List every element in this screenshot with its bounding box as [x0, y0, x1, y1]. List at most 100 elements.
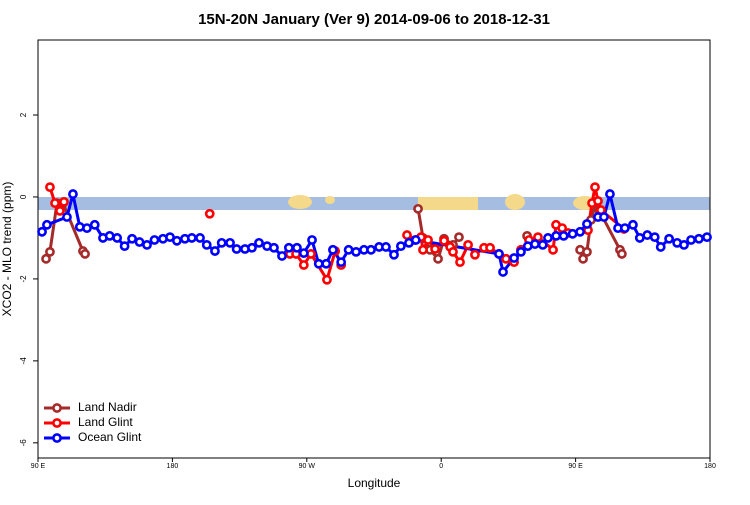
chart-title: 15N-20N January (Ver 9) 2014-09-06 to 20…	[198, 11, 550, 28]
point	[530, 239, 540, 249]
point	[210, 246, 220, 256]
point	[351, 246, 361, 257]
point	[165, 232, 175, 243]
point	[50, 198, 60, 209]
point	[89, 219, 100, 230]
legend-label: Land Nadir	[78, 400, 137, 414]
point	[322, 274, 332, 285]
point	[605, 189, 615, 199]
point	[292, 242, 302, 253]
point	[410, 235, 421, 245]
point	[582, 219, 592, 229]
y-tick-label: -6	[19, 439, 28, 447]
point	[37, 226, 47, 237]
point	[42, 219, 52, 230]
point	[694, 233, 704, 244]
land-shape	[325, 196, 335, 204]
point	[186, 233, 197, 243]
point	[149, 235, 160, 245]
point	[575, 226, 585, 237]
x-tick-label: 90 E	[568, 463, 583, 470]
point	[381, 242, 391, 252]
x-tick-label: 180	[704, 463, 716, 470]
point	[68, 189, 78, 199]
point	[41, 253, 51, 264]
point	[686, 235, 696, 245]
point	[642, 230, 653, 240]
point	[551, 230, 562, 241]
point	[366, 244, 376, 255]
point	[298, 260, 309, 270]
point	[59, 196, 69, 207]
point	[80, 249, 90, 259]
point	[423, 235, 433, 245]
point	[463, 240, 473, 250]
point	[204, 208, 215, 219]
ocean-strip	[38, 197, 710, 210]
point	[134, 237, 145, 247]
x-tick-label: 90 E	[31, 463, 46, 470]
legend-label: Ocean Glint	[78, 430, 142, 444]
point	[543, 233, 553, 243]
point	[599, 212, 609, 222]
point	[328, 244, 338, 255]
point	[395, 241, 406, 252]
point	[62, 212, 72, 222]
y-tick-label: 2	[19, 112, 28, 117]
y-tick-label: -4	[19, 357, 28, 365]
point	[655, 242, 666, 252]
point	[501, 253, 511, 264]
point	[498, 267, 508, 277]
x-tick-label: 90 W	[299, 463, 316, 470]
point	[616, 249, 627, 259]
point	[277, 251, 287, 261]
plot-frame	[37, 39, 711, 459]
point	[195, 233, 205, 243]
point	[578, 253, 588, 264]
point	[470, 249, 480, 260]
point	[634, 233, 645, 243]
land-shape	[288, 195, 312, 209]
point	[582, 246, 592, 257]
point	[55, 205, 65, 216]
point	[590, 182, 600, 193]
point	[649, 232, 660, 243]
point	[216, 237, 227, 248]
point	[485, 242, 495, 253]
point	[548, 244, 558, 255]
point	[537, 240, 548, 250]
point	[45, 246, 55, 257]
point	[298, 248, 309, 258]
point	[343, 244, 354, 255]
point	[142, 240, 152, 250]
point	[619, 223, 630, 233]
point	[307, 235, 317, 245]
point	[455, 257, 465, 268]
point	[448, 246, 458, 257]
legend-swatch-point	[52, 403, 62, 413]
legend-swatch-point	[52, 418, 62, 428]
land-shape	[505, 194, 525, 210]
point	[336, 257, 347, 268]
point	[112, 233, 123, 243]
point	[389, 249, 399, 260]
point	[104, 230, 115, 241]
point	[82, 223, 92, 233]
point	[313, 258, 324, 269]
legend-swatch-point	[52, 433, 62, 443]
x-tick-label: 180	[167, 463, 179, 470]
point	[679, 240, 689, 250]
x-axis-label: Longitude	[348, 476, 401, 490]
point	[558, 230, 569, 241]
point	[225, 237, 235, 248]
point	[231, 244, 242, 254]
point	[247, 242, 257, 253]
point	[628, 219, 638, 230]
point	[45, 182, 55, 193]
x-tick-label: 0	[439, 463, 443, 470]
point	[119, 241, 130, 252]
point	[439, 235, 449, 246]
point	[269, 242, 279, 253]
point	[664, 233, 674, 244]
